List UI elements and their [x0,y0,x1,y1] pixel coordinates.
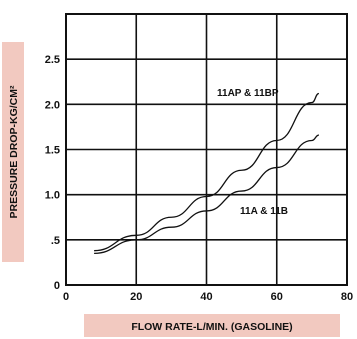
x-tick-label: 20 [130,291,142,303]
y-tick-label: 2.0 [45,99,60,111]
tick-labels: 0 20 40 60 80 0 .5 1.0 1.5 2.0 2.5 [45,54,353,303]
x-tick-label: 0 [63,291,69,303]
x-axis-title-text: FLOW RATE-L/MIN. (GASOLINE) [131,321,292,333]
plot-frame [65,13,348,286]
y-axis-title-background [2,42,24,262]
y-tick-label: 0 [54,280,60,292]
series-label-11ap-11bp: 11AP & 11BP [217,88,279,99]
x-tick-label: 40 [200,291,212,303]
x-axis-title-background [84,314,340,337]
y-tick-label: 2.5 [45,54,60,66]
series-line-1 [94,134,320,255]
y-tick-label: 1.5 [45,145,60,157]
x-tick-label: 80 [341,291,353,303]
x-axis-title: FLOW RATE-L/MIN. (GASOLINE) [84,314,340,337]
series-label-11a-11b: 11A & 11B [240,206,288,217]
series-layer [94,92,320,255]
y-axis-title: PRESSURE DROP-KG/CM² [2,42,24,262]
grid-lines [66,14,347,285]
y-tick-label: .5 [51,235,60,247]
y-axis-title-text: PRESSURE DROP-KG/CM² [8,85,20,219]
y-tick-label: 1.0 [45,190,60,202]
series-line-0 [94,92,320,252]
x-tick-label: 60 [271,291,283,303]
